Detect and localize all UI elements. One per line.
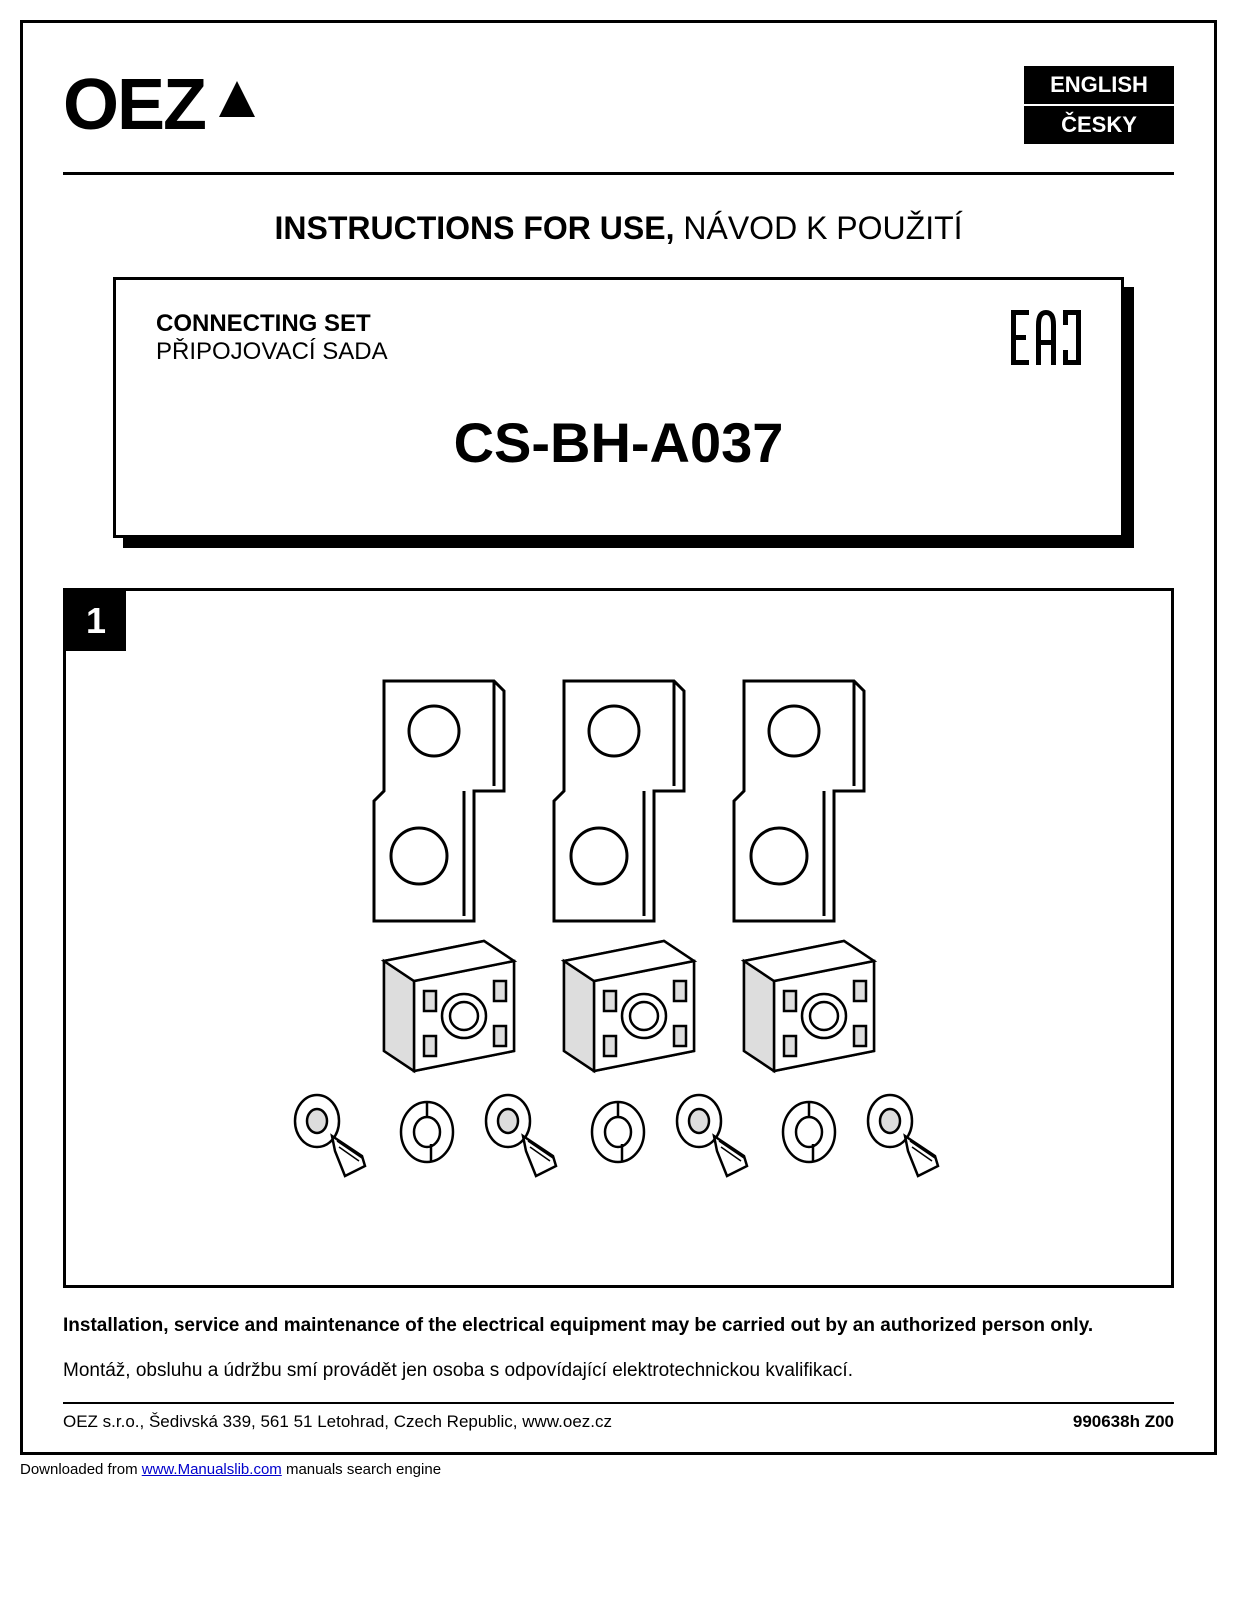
washer-icon — [586, 1094, 651, 1169]
language-list: ENGLISH ČESKY — [1024, 66, 1174, 146]
terminal-block-icon — [354, 921, 524, 1081]
product-name-czech: PŘIPOJOVACÍ SADA — [156, 338, 388, 366]
product-code: CS-BH-A037 — [156, 410, 1081, 475]
bolt-icon — [478, 1081, 568, 1181]
document-number: 990638h Z00 — [1073, 1412, 1174, 1432]
language-english: ENGLISH — [1024, 66, 1174, 104]
warning-english: Installation, service and maintenance of… — [63, 1313, 1174, 1340]
bolt-icon — [287, 1081, 377, 1181]
product-name-english: CONNECTING SET — [156, 310, 388, 338]
washer-icon — [777, 1094, 842, 1169]
language-czech: ČESKY — [1024, 106, 1174, 144]
footer-divider — [63, 1402, 1174, 1404]
logo-triangle-icon — [213, 58, 261, 140]
eac-mark-icon — [1011, 310, 1081, 370]
hardware-row — [287, 1081, 950, 1181]
footer: OEZ s.r.o., Šedivská 339, 561 51 Letohra… — [63, 1412, 1174, 1432]
terminal-blocks-row — [354, 921, 884, 1081]
header-divider — [63, 172, 1174, 175]
connector-plates-row — [364, 671, 874, 931]
product-labels: CONNECTING SET PŘIPOJOVACÍ SADA — [156, 310, 388, 366]
connector-plate-icon — [544, 671, 694, 931]
document-page: OEZ ENGLISH ČESKY INSTRUCTIONS FOR USE, … — [20, 20, 1217, 1455]
terminal-block-icon — [534, 921, 704, 1081]
header: OEZ ENGLISH ČESKY — [63, 58, 1174, 152]
document-title: INSTRUCTIONS FOR USE, NÁVOD K POUŽITÍ — [63, 210, 1174, 247]
company-address: OEZ s.r.o., Šedivská 339, 561 51 Letohra… — [63, 1412, 612, 1432]
parts-diagram — [66, 651, 1171, 1201]
title-english: INSTRUCTIONS FOR USE, — [274, 210, 674, 246]
connector-plate-icon — [724, 671, 874, 931]
product-info-box: CONNECTING SET PŘIPOJOVACÍ SADA CS-BH-A0… — [113, 277, 1124, 538]
product-header: CONNECTING SET PŘIPOJOVACÍ SADA — [156, 310, 1081, 370]
logo-text: OEZ — [63, 64, 205, 146]
bolt-icon — [860, 1081, 950, 1181]
brand-logo: OEZ — [63, 58, 261, 152]
download-suffix: manuals search engine — [282, 1461, 441, 1478]
washer-icon — [395, 1094, 460, 1169]
terminal-block-icon — [714, 921, 884, 1081]
download-prefix: Downloaded from — [20, 1461, 142, 1478]
step-number-badge: 1 — [66, 591, 126, 651]
diagram-section: 1 — [63, 588, 1174, 1288]
manualslib-link[interactable]: www.Manualslib.com — [142, 1461, 282, 1478]
connector-plate-icon — [364, 671, 514, 931]
title-czech: NÁVOD K POUŽITÍ — [674, 210, 962, 246]
warning-czech: Montáž, obsluhu a údržbu smí provádět je… — [63, 1358, 1174, 1385]
download-source-note: Downloaded from www.Manualslib.com manua… — [20, 1461, 1217, 1478]
bolt-icon — [669, 1081, 759, 1181]
